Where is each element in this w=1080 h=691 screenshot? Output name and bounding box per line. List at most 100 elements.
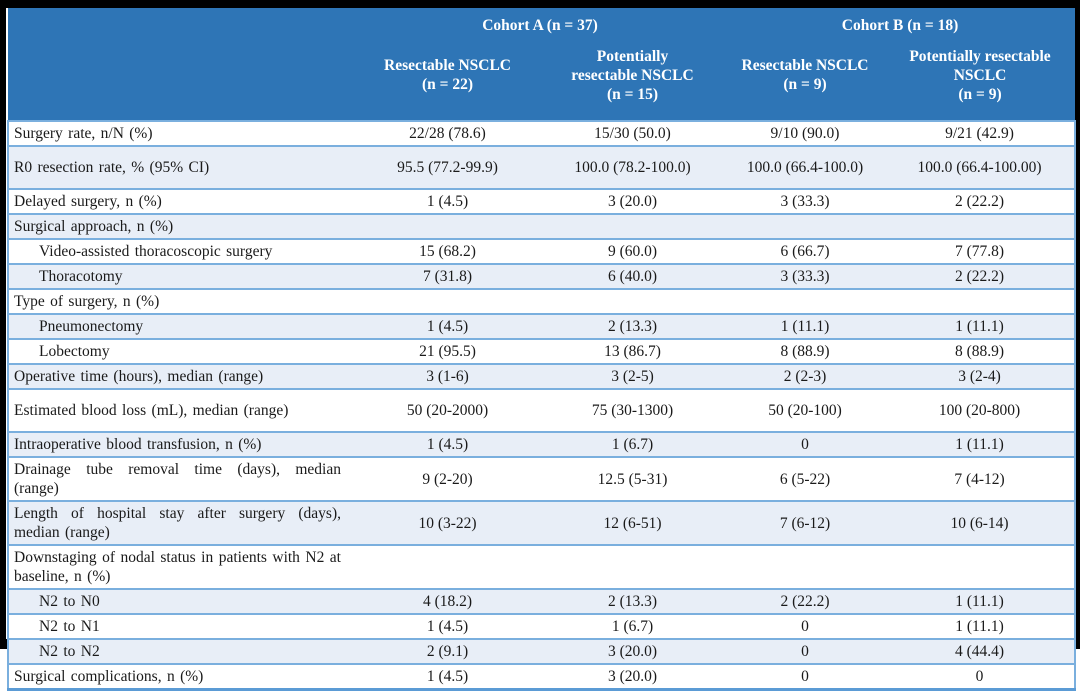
cell-value: 3 (20.0) xyxy=(540,188,725,214)
cell-value xyxy=(885,213,1076,239)
cell-value: 9/21 (42.9) xyxy=(885,120,1076,146)
table-row: Downstaging of nodal status in patients … xyxy=(8,544,1076,589)
cell-value: 10 (6-14) xyxy=(885,500,1076,545)
cell-value: 7 (31.8) xyxy=(355,263,540,289)
cell-value xyxy=(355,544,540,589)
table-header: Cohort A (n = 37) Cohort B (n = 18) Rese… xyxy=(8,8,1076,121)
row-label: Operative time (hours), median (range) xyxy=(8,363,355,389)
table-row: Video-assisted thoracoscopic surgery 15 … xyxy=(8,238,1076,264)
cell-value: 1 (6.7) xyxy=(540,613,725,639)
cell-value: 13 (86.7) xyxy=(540,338,725,364)
header-spacer xyxy=(8,38,355,121)
row-label: Length of hospital stay after surgery (d… xyxy=(8,500,355,545)
cell-value xyxy=(355,213,540,239)
cell-value: 3 (33.3) xyxy=(725,188,885,214)
table-row: Surgical complications, n (%) 1 (4.5) 3 … xyxy=(8,663,1076,690)
row-label: Surgery rate, n/N (%) xyxy=(8,120,355,146)
row-label: N2 to N2 xyxy=(8,638,355,664)
row-label: Video-assisted thoracoscopic surgery xyxy=(8,238,355,264)
column-header-row: Resectable NSCLC (n = 22) Potentially re… xyxy=(8,38,1076,121)
cell-value: 1 (4.5) xyxy=(355,313,540,339)
column-header-resectable-b: Resectable NSCLC (n = 9) xyxy=(725,38,885,121)
cell-value: 9 (60.0) xyxy=(540,238,725,264)
row-label: Lobectomy xyxy=(8,338,355,364)
cell-value xyxy=(540,544,725,589)
cell-value: 7 (77.8) xyxy=(885,238,1076,264)
cell-value: 1 (6.7) xyxy=(540,431,725,457)
cell-value: 50 (20-100) xyxy=(725,388,885,432)
table-row: Drainage tube removal time (days), media… xyxy=(8,456,1076,501)
cell-value: 3 (20.0) xyxy=(540,663,725,690)
row-label: Thoracotomy xyxy=(8,263,355,289)
table-row: Surgical approach, n (%) xyxy=(8,213,1076,239)
cell-value: 75 (30-1300) xyxy=(540,388,725,432)
table-row: Lobectomy 21 (95.5) 13 (86.7) 8 (88.9) 8… xyxy=(8,338,1076,364)
row-label: N2 to N1 xyxy=(8,613,355,639)
table-row: Pneumonectomy 1 (4.5) 2 (13.3) 1 (11.1) … xyxy=(8,313,1076,339)
cell-value xyxy=(725,213,885,239)
cell-value: 12.5 (5-31) xyxy=(540,456,725,501)
table-row: Type of surgery, n (%) xyxy=(8,288,1076,314)
cell-value: 3 (1-6) xyxy=(355,363,540,389)
table-row: N2 to N1 1 (4.5) 1 (6.7) 0 1 (11.1) xyxy=(8,613,1076,639)
row-label: Surgical complications, n (%) xyxy=(8,663,355,690)
table-row: N2 to N2 2 (9.1) 3 (20.0) 0 4 (44.4) xyxy=(8,638,1076,664)
cell-value: 4 (44.4) xyxy=(885,638,1076,664)
table-row: Delayed surgery, n (%) 1 (4.5) 3 (20.0) … xyxy=(8,188,1076,214)
table-row: Surgery rate, n/N (%) 22/28 (78.6) 15/30… xyxy=(8,120,1076,146)
cell-value: 2 (2-3) xyxy=(725,363,885,389)
cell-value: 3 (33.3) xyxy=(725,263,885,289)
cell-value: 0 xyxy=(725,613,885,639)
cell-value: 0 xyxy=(725,638,885,664)
cell-value xyxy=(725,288,885,314)
cohort-a-header: Cohort A (n = 37) xyxy=(355,8,725,38)
table-row: Thoracotomy 7 (31.8) 6 (40.0) 3 (33.3) 2… xyxy=(8,263,1076,289)
table-row: Length of hospital stay after surgery (d… xyxy=(8,500,1076,545)
header-spacer xyxy=(8,8,355,38)
cell-value: 3 (20.0) xyxy=(540,638,725,664)
cell-value: 100.0 (78.2-100.0) xyxy=(540,145,725,189)
table-row: R0 resection rate, % (95% CI) 95.5 (77.2… xyxy=(8,145,1076,189)
row-label: R0 resection rate, % (95% CI) xyxy=(8,145,355,189)
row-label: Downstaging of nodal status in patients … xyxy=(8,544,355,589)
cell-value: 1 (11.1) xyxy=(885,613,1076,639)
row-label: Intraoperative blood transfusion, n (%) xyxy=(8,431,355,457)
cell-value xyxy=(540,288,725,314)
cell-value: 1 (4.5) xyxy=(355,431,540,457)
cell-value: 100.0 (66.4-100.0) xyxy=(725,145,885,189)
row-label: Drainage tube removal time (days), media… xyxy=(8,456,355,501)
cell-value: 1 (11.1) xyxy=(885,431,1076,457)
cell-value: 7 (6-12) xyxy=(725,500,885,545)
cell-value: 7 (4-12) xyxy=(885,456,1076,501)
cell-value: 3 (2-5) xyxy=(540,363,725,389)
table-row: Estimated blood loss (mL), median (range… xyxy=(8,388,1076,432)
table-row: Intraoperative blood transfusion, n (%) … xyxy=(8,431,1076,457)
cell-value: 0 xyxy=(725,431,885,457)
cell-value: 3 (2-4) xyxy=(885,363,1076,389)
cell-value: 21 (95.5) xyxy=(355,338,540,364)
cell-value: 12 (6-51) xyxy=(540,500,725,545)
cell-value: 1 (4.5) xyxy=(355,663,540,690)
cell-value: 100 (20-800) xyxy=(885,388,1076,432)
row-label: Type of surgery, n (%) xyxy=(8,288,355,314)
cohort-header-row: Cohort A (n = 37) Cohort B (n = 18) xyxy=(8,8,1076,38)
cell-value: 8 (88.9) xyxy=(885,338,1076,364)
cell-value xyxy=(540,213,725,239)
cell-value: 1 (11.1) xyxy=(725,313,885,339)
cell-value: 1 (11.1) xyxy=(885,588,1076,614)
table-row: Operative time (hours), median (range) 3… xyxy=(8,363,1076,389)
cell-value: 15 (68.2) xyxy=(355,238,540,264)
column-header-potentially-resectable-a: Potentially resectable NSCLC (n = 15) xyxy=(540,38,725,121)
row-label: Delayed surgery, n (%) xyxy=(8,188,355,214)
column-header-resectable-a: Resectable NSCLC (n = 22) xyxy=(355,38,540,121)
row-label: Surgical approach, n (%) xyxy=(8,213,355,239)
table-row: N2 to N0 4 (18.2) 2 (13.3) 2 (22.2) 1 (1… xyxy=(8,588,1076,614)
table-body: Surgery rate, n/N (%) 22/28 (78.6) 15/30… xyxy=(8,120,1076,690)
column-header-potentially-resectable-b: Potentially resectable NSCLC (n = 9) xyxy=(885,38,1076,121)
cell-value: 9 (2-20) xyxy=(355,456,540,501)
table-wrap: Cohort A (n = 37) Cohort B (n = 18) Rese… xyxy=(6,8,1076,690)
surgery-outcomes-table: Cohort A (n = 37) Cohort B (n = 18) Rese… xyxy=(7,8,1076,691)
cell-value xyxy=(885,544,1076,589)
cell-value: 22/28 (78.6) xyxy=(355,120,540,146)
